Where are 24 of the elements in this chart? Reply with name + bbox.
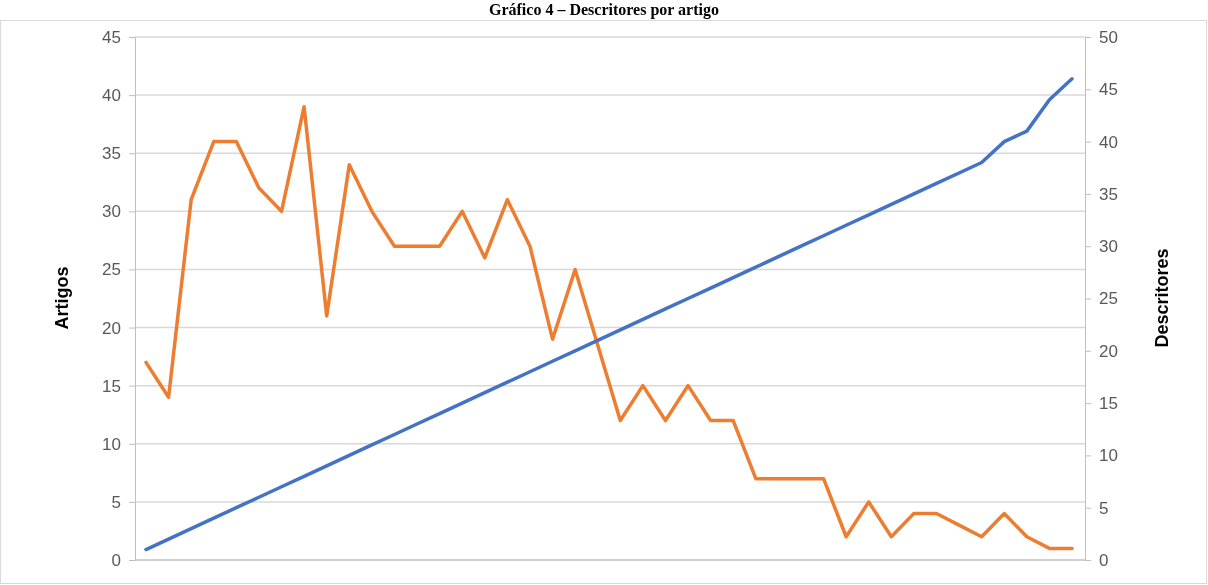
y2-tick-label: 0: [1099, 550, 1109, 570]
y2-tick-label: 45: [1099, 80, 1118, 100]
y2-tick-label: 25: [1099, 289, 1118, 309]
y2-tick-label: 40: [1099, 132, 1118, 152]
y2-tick-label: 10: [1099, 446, 1118, 466]
y-tick-label: 35: [102, 144, 121, 164]
y2-tick-label: 30: [1099, 237, 1118, 257]
y-tick-label: 0: [111, 550, 121, 570]
y-tick-label: 40: [102, 86, 121, 106]
y-tick-label: 25: [102, 260, 121, 280]
y2-tick-label: 35: [1099, 184, 1118, 204]
y2-axis-title: Descritores: [1152, 248, 1172, 348]
y-axis-title: Artigos: [52, 266, 72, 330]
y-tick-label: 30: [102, 202, 121, 222]
y-tick-label: 15: [102, 376, 121, 396]
chart-title: Gráfico 4 – Descritores por artigo: [488, 1, 720, 19]
y2-tick-label: 20: [1099, 341, 1118, 361]
y-tick-label: 45: [102, 27, 121, 47]
y-tick-label: 10: [102, 434, 121, 454]
y-tick-label: 20: [102, 318, 121, 338]
y2-tick-label: 50: [1099, 27, 1118, 47]
y2-tick-label: 5: [1099, 498, 1109, 518]
y-tick-label: 5: [111, 492, 121, 512]
y2-tick-label: 15: [1099, 394, 1118, 414]
